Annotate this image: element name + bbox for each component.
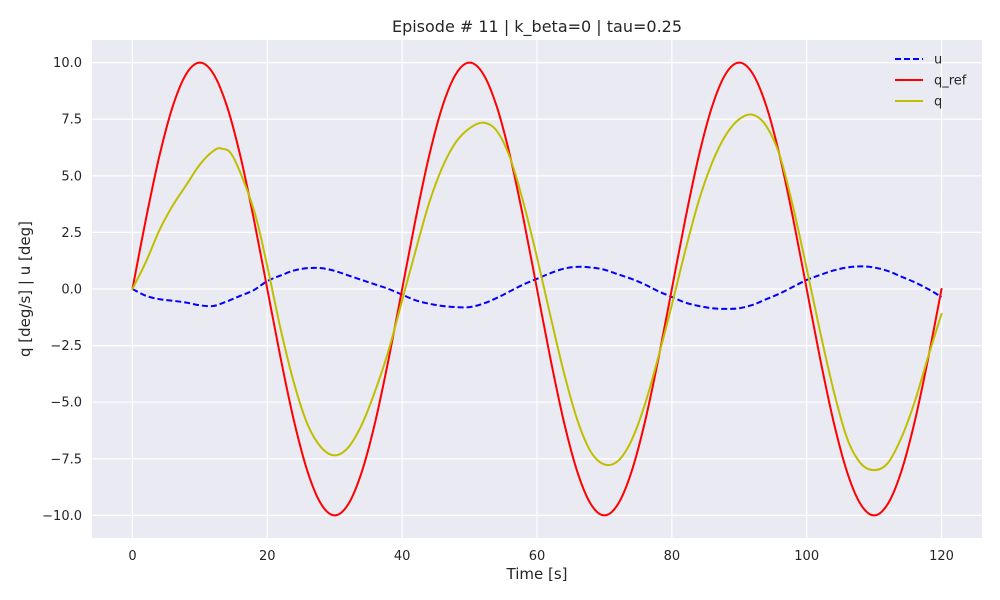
chart-title: Episode # 11 | k_beta=0 | tau=0.25 (392, 17, 682, 37)
x-tick-label: 120 (929, 549, 954, 564)
legend-label-u: u (934, 53, 942, 68)
x-tick-label: 100 (794, 549, 819, 564)
y-tick-label: 0.0 (61, 283, 82, 298)
legend-label-q_ref: q_ref (934, 74, 967, 89)
series-line-u (131, 265, 943, 310)
series-layer (131, 61, 943, 517)
x-axis-ticks: 0 20 40 60 80 100 120 (128, 549, 954, 564)
y-tick-label: 5.0 (61, 169, 82, 184)
y-tick-label: 7.5 (61, 113, 82, 128)
x-tick-label: 80 (664, 549, 681, 564)
y-tick-label: 10.0 (53, 56, 82, 71)
x-tick-label: 40 (394, 549, 411, 564)
y-tick-label: −10.0 (42, 509, 82, 524)
legend-label-q: q (934, 95, 942, 110)
x-tick-label: 60 (529, 549, 546, 564)
y-tick-label: −7.5 (50, 452, 82, 467)
x-axis-label: Time [s] (506, 565, 568, 583)
series-line-q_ref (131, 61, 943, 517)
y-axis-label: q [deg/s] | u [deg] (16, 221, 34, 357)
x-tick-label: 0 (128, 549, 136, 564)
y-tick-label: −5.0 (50, 396, 82, 411)
y-axis-ticks: −10.0 −7.5 −5.0 −2.5 0.0 2.5 5.0 7.5 10.0 (42, 56, 82, 524)
y-tick-label: 2.5 (61, 226, 82, 241)
y-tick-label: −2.5 (50, 339, 82, 354)
series-line-q (131, 113, 943, 472)
x-tick-label: 20 (259, 549, 276, 564)
